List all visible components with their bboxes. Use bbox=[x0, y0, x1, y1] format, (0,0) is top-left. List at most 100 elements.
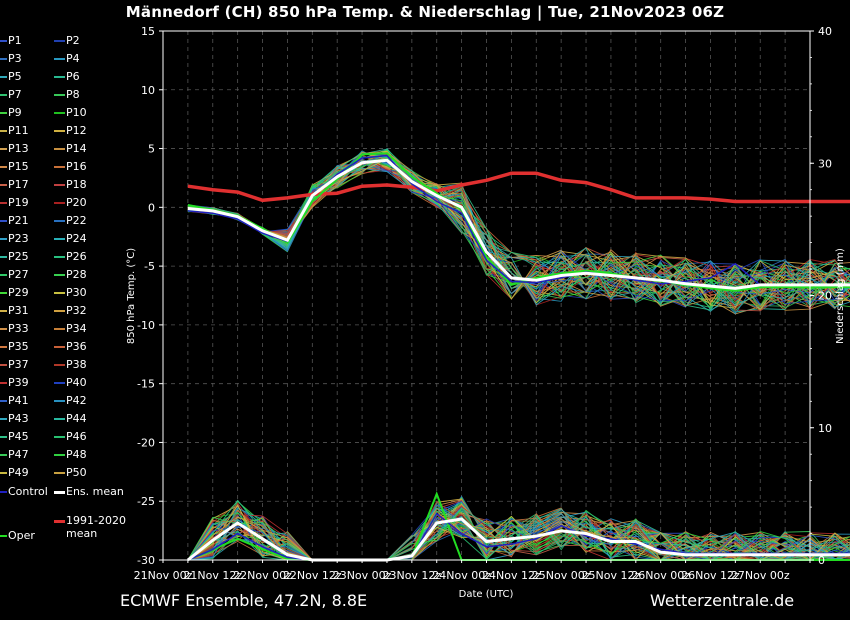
legend-label: P42 bbox=[66, 394, 87, 407]
legend-swatch bbox=[0, 436, 7, 438]
legend-swatch bbox=[0, 220, 7, 222]
x-tick-label: 23Nov 00z bbox=[333, 569, 392, 582]
legend-item-p18: P18 bbox=[54, 178, 87, 191]
legend-swatch bbox=[0, 202, 7, 204]
legend-label: P39 bbox=[8, 376, 29, 389]
legend-label: P45 bbox=[8, 430, 29, 443]
legend-item-p43: P43 bbox=[0, 412, 29, 425]
legend-item-climate-mean: 1991-2020 mean bbox=[54, 514, 126, 540]
legend-swatch bbox=[0, 112, 7, 114]
legend-label: P17 bbox=[8, 178, 29, 191]
legend-label: P13 bbox=[8, 142, 29, 155]
legend-label: P31 bbox=[8, 304, 29, 317]
legend-label: P15 bbox=[8, 160, 29, 173]
legend-item-p15: P15 bbox=[0, 160, 29, 173]
y-tick-label-right: 20 bbox=[818, 290, 832, 303]
legend-swatch bbox=[0, 535, 7, 537]
legend-swatch bbox=[54, 436, 65, 438]
legend-item-p45: P45 bbox=[0, 430, 29, 443]
legend-swatch bbox=[0, 292, 7, 294]
legend-label: P1 bbox=[8, 34, 22, 47]
legend-label: P23 bbox=[8, 232, 29, 245]
legend-item-p32: P32 bbox=[54, 304, 87, 317]
legend-item-p14: P14 bbox=[54, 142, 87, 155]
ens-mean-precip-line bbox=[186, 517, 850, 562]
legend-item-p1: P1 bbox=[0, 34, 22, 47]
legend-item-p31: P31 bbox=[0, 304, 29, 317]
legend-label: P6 bbox=[66, 70, 80, 83]
x-tick-label: 26Nov 12z bbox=[681, 569, 740, 582]
legend-label: P47 bbox=[8, 448, 29, 461]
legend-item-p17: P17 bbox=[0, 178, 29, 191]
y-tick-label-right: 30 bbox=[818, 157, 832, 170]
legend-label: P33 bbox=[8, 322, 29, 335]
legend-swatch bbox=[0, 184, 7, 186]
legend-label: P37 bbox=[8, 358, 29, 371]
x-tick-label: 25Nov 12z bbox=[582, 569, 641, 582]
legend-swatch bbox=[0, 364, 7, 366]
member-temp-line bbox=[187, 151, 850, 303]
legend-item-control: Control bbox=[0, 485, 48, 498]
legend-label: P9 bbox=[8, 106, 22, 119]
legend-label: Ens. mean bbox=[66, 485, 124, 498]
legend-swatch bbox=[54, 364, 65, 366]
x-tick-label: 23Nov 12z bbox=[382, 569, 441, 582]
legend-item-p38: P38 bbox=[54, 358, 87, 371]
y-tick-label-left: 5 bbox=[148, 143, 155, 156]
legend-label: P30 bbox=[66, 286, 87, 299]
legend-label: P3 bbox=[8, 52, 22, 65]
legend-swatch bbox=[54, 454, 65, 456]
chart-title: Männedorf (CH) 850 hPa Temp. & Niedersch… bbox=[125, 3, 725, 21]
legend-item-p20: P20 bbox=[54, 196, 87, 209]
y-tick-label-left: -5 bbox=[144, 260, 155, 273]
legend-swatch bbox=[54, 166, 65, 168]
legend-label: P7 bbox=[8, 88, 22, 101]
y-axis-label-right: Niederschlag (mm) bbox=[835, 248, 846, 344]
x-tick-label: 22Nov 00z bbox=[233, 569, 292, 582]
legend-swatch bbox=[54, 519, 65, 523]
legend-item-p11: P11 bbox=[0, 124, 29, 137]
legend-item-p37: P37 bbox=[0, 358, 29, 371]
legend-label: P25 bbox=[8, 250, 29, 263]
footer-site: Wetterzentrale.de bbox=[650, 591, 795, 610]
axes: 15 10 5 0 -5 -10 -15 -20 -25 -30 40 30 20 10 0 21Nov 00… bbox=[134, 25, 832, 582]
legend-item-p4: P4 bbox=[54, 52, 80, 65]
legend-label: P12 bbox=[66, 124, 87, 137]
legend-item-p3: P3 bbox=[0, 52, 22, 65]
legend-item-p21: P21 bbox=[0, 214, 29, 227]
legend-item-p30: P30 bbox=[54, 286, 87, 299]
y-tick-label-left: 10 bbox=[141, 84, 155, 97]
y-tick-label-right: 40 bbox=[818, 25, 832, 38]
legend-label: P49 bbox=[8, 466, 29, 479]
plot-frame bbox=[162, 30, 811, 561]
legend-item-p44: P44 bbox=[54, 412, 87, 425]
climate-mean-line bbox=[187, 171, 850, 204]
legend-label: P2 bbox=[66, 34, 80, 47]
legend-swatch bbox=[54, 310, 65, 312]
legend-item-p19: P19 bbox=[0, 196, 29, 209]
y-tick-label-right: 10 bbox=[818, 422, 832, 435]
legend-label: P44 bbox=[66, 412, 87, 425]
legend-label: P38 bbox=[66, 358, 87, 371]
y-tick-label-left: -25 bbox=[137, 495, 155, 508]
legend-item-p41: P41 bbox=[0, 394, 29, 407]
legend-swatch bbox=[54, 418, 65, 420]
legend-swatch bbox=[0, 94, 7, 96]
legend-swatch bbox=[54, 202, 65, 204]
legend-label: P50 bbox=[66, 466, 87, 479]
legend-item-p24: P24 bbox=[54, 232, 87, 245]
legend-swatch bbox=[0, 400, 7, 402]
y-axis-label-left: 850 hPa Temp. (°C) bbox=[126, 248, 137, 344]
legend-label: P5 bbox=[8, 70, 22, 83]
legend-label: P11 bbox=[8, 124, 29, 137]
legend-swatch bbox=[54, 112, 65, 114]
legend-item-p29: P29 bbox=[0, 286, 29, 299]
legend-item-p42: P42 bbox=[54, 394, 87, 407]
legend-swatch bbox=[54, 256, 65, 258]
y-tick-label-left: 0 bbox=[148, 201, 155, 214]
x-axis-label: Date (UTC) bbox=[459, 589, 514, 600]
legend-swatch bbox=[54, 382, 65, 384]
legend-item-oper: Oper bbox=[0, 529, 35, 542]
legend-label: P18 bbox=[66, 178, 87, 191]
